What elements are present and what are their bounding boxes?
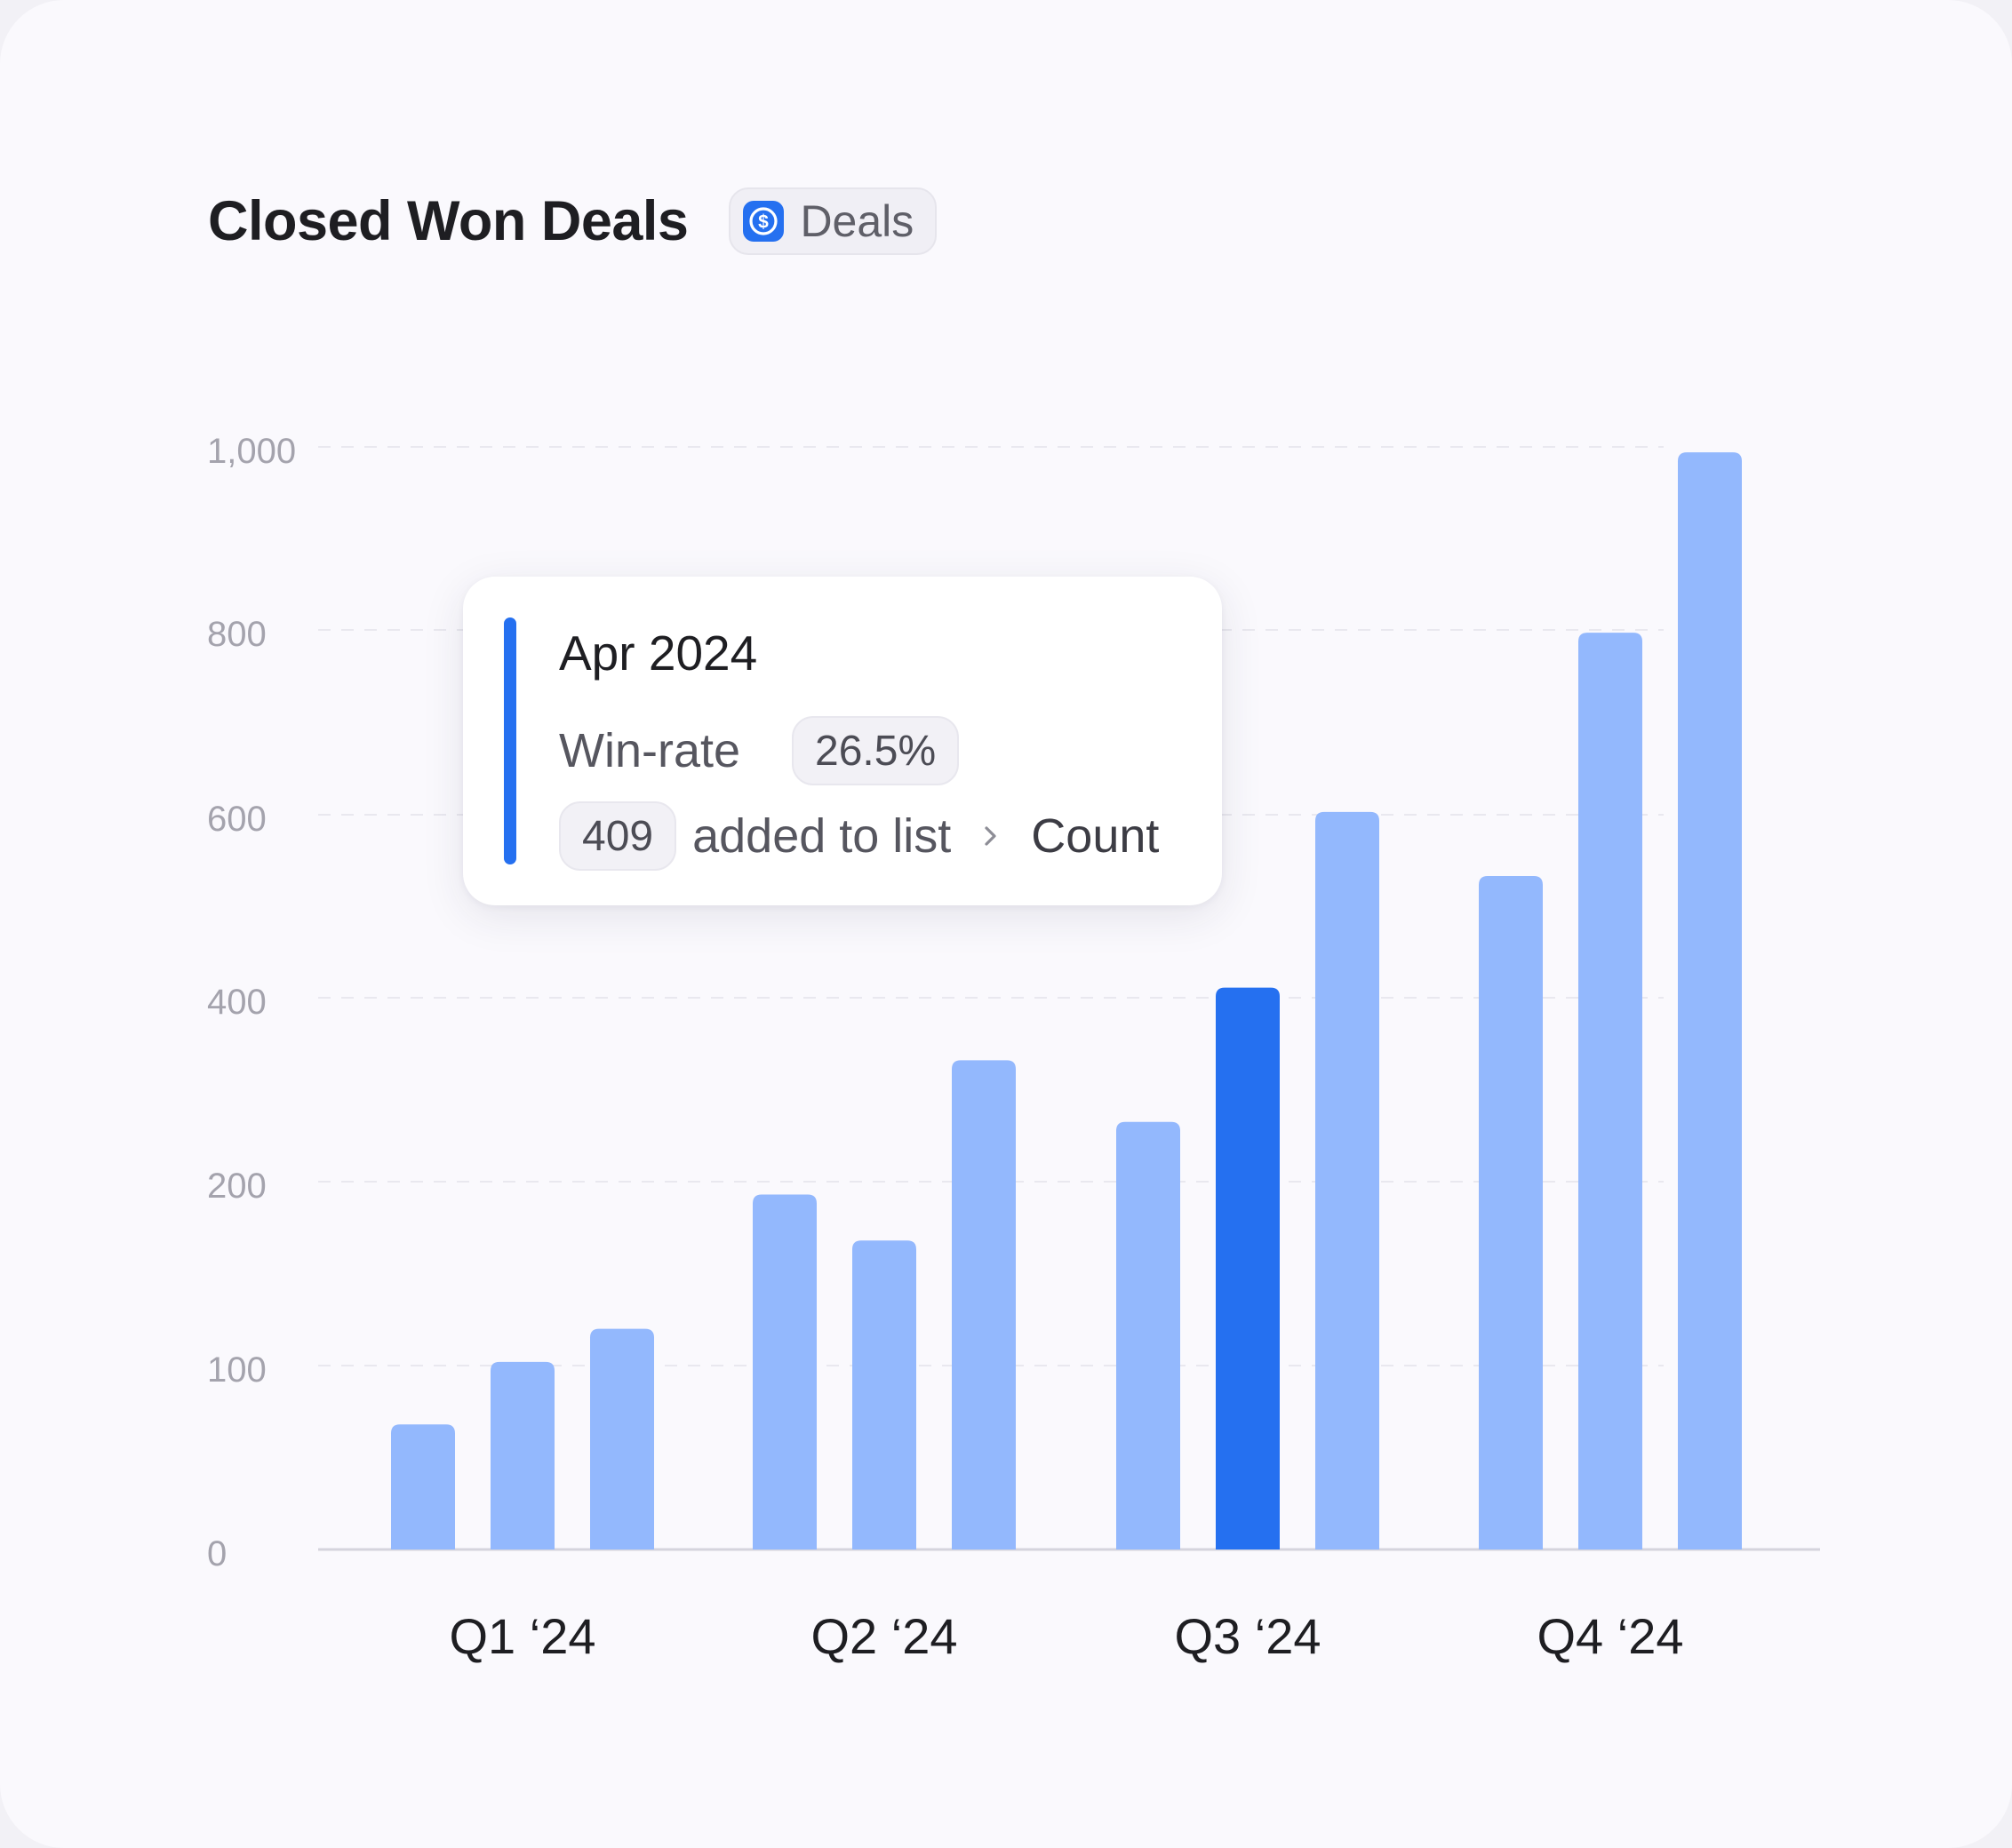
y-tick-label: 600 bbox=[207, 800, 267, 839]
y-tick-label: 400 bbox=[207, 983, 267, 1022]
count-label: added to list bbox=[692, 809, 952, 863]
tooltip-accent-bar bbox=[504, 617, 516, 864]
svg-text:$: $ bbox=[759, 212, 770, 233]
bar bbox=[1315, 811, 1379, 1549]
tooltip-winrate-row: Win-rate 26.5% bbox=[559, 715, 960, 786]
bar bbox=[391, 1424, 455, 1549]
bar bbox=[1578, 633, 1642, 1549]
dollar-circle-icon: $ bbox=[743, 201, 785, 242]
y-tick-label: 0 bbox=[207, 1534, 227, 1573]
chevron-right-icon bbox=[981, 823, 1001, 849]
bar bbox=[491, 1361, 555, 1549]
bar bbox=[1116, 1121, 1180, 1549]
winrate-value-pill: 26.5% bbox=[792, 716, 960, 785]
x-category-label: Q3 ‘24 bbox=[1175, 1608, 1321, 1664]
winrate-label: Win-rate bbox=[559, 724, 741, 777]
tooltip-count-row: 409 added to list Count bbox=[559, 801, 1159, 872]
count-link[interactable]: Count bbox=[1031, 809, 1160, 863]
y-tick-label: 200 bbox=[207, 1167, 267, 1206]
chart-title: Closed Won Deals bbox=[208, 190, 689, 252]
chart-header: Closed Won Deals $ Deals bbox=[208, 185, 938, 258]
bar bbox=[1479, 876, 1543, 1549]
bar bbox=[952, 1060, 1016, 1549]
bar bbox=[1678, 452, 1742, 1550]
bar bbox=[753, 1194, 817, 1549]
bar bbox=[852, 1240, 916, 1549]
x-category-label: Q1 ‘24 bbox=[450, 1608, 596, 1664]
y-tick-label: 100 bbox=[207, 1350, 267, 1390]
x-category-label: Q4 ‘24 bbox=[1537, 1608, 1684, 1664]
x-category-label: Q2 ‘24 bbox=[811, 1608, 958, 1664]
count-value-pill: 409 bbox=[559, 801, 677, 871]
bar-tooltip: Apr 2024 Win-rate 26.5% 409 added to lis… bbox=[463, 577, 1222, 905]
y-tick-label: 1,000 bbox=[207, 432, 296, 471]
y-tick-label: 800 bbox=[207, 615, 267, 654]
bar-highlighted bbox=[1216, 987, 1280, 1549]
badge-label: Deals bbox=[800, 196, 914, 246]
bar bbox=[590, 1328, 654, 1549]
tooltip-title: Apr 2024 bbox=[559, 625, 758, 681]
deals-badge[interactable]: $ Deals bbox=[729, 187, 938, 255]
